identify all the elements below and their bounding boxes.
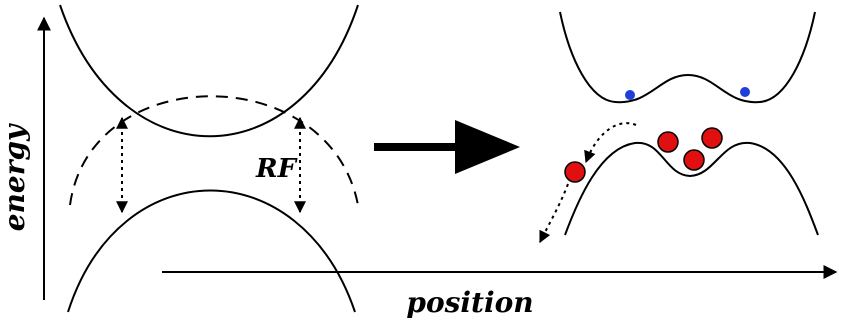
double-well-upper-curve xyxy=(559,11,816,104)
trapped-atom-left xyxy=(625,90,635,100)
escaping-atom-4 xyxy=(564,161,586,183)
rf-label: RF xyxy=(255,154,298,184)
double-well-lower-curve xyxy=(564,141,819,236)
position-axis-label: position xyxy=(406,286,533,319)
lower-potential-curve xyxy=(67,189,356,313)
escaping-atom-3 xyxy=(683,149,705,171)
transition-arrow-head xyxy=(455,120,520,174)
upper-potential-curve xyxy=(59,4,359,138)
escape-path-lower xyxy=(539,183,569,244)
escaping-atom-2 xyxy=(701,127,723,149)
trapped-atom-right xyxy=(740,87,750,97)
energy-axis-label: energy xyxy=(0,123,31,231)
dressed-potential-curve xyxy=(69,95,359,206)
escape-path-upper xyxy=(584,122,637,164)
escaping-atom-1 xyxy=(657,131,679,153)
